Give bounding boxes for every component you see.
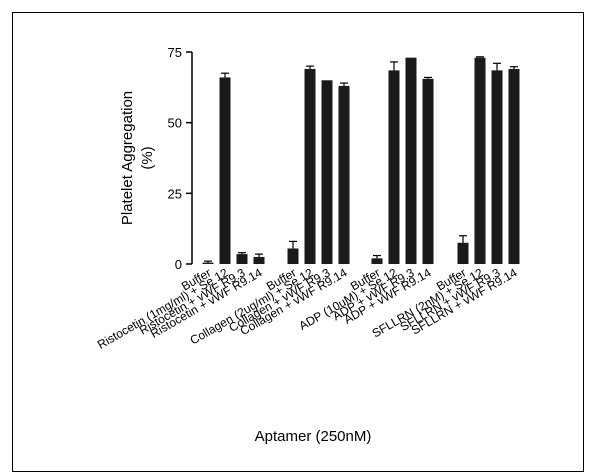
bars	[202, 57, 520, 265]
bar	[321, 80, 333, 265]
y-tick-label: 50	[168, 116, 182, 131]
bar	[219, 77, 231, 264]
y-ticks: 0 25 50 75	[168, 45, 192, 272]
bar	[287, 248, 299, 264]
bar	[491, 70, 503, 264]
y-tick-label: 0	[175, 257, 182, 272]
bar	[304, 68, 316, 265]
bar	[405, 57, 417, 264]
y-tick-label: 75	[168, 45, 182, 60]
y-axis-unit: (%)	[139, 146, 156, 169]
y-axis-label: Platelet Aggregation	[119, 91, 136, 225]
x-axis-label: Aptamer (250nM)	[255, 428, 372, 445]
bar	[388, 70, 400, 264]
bar	[371, 258, 383, 264]
error-bars	[204, 56, 518, 263]
bar	[422, 78, 434, 264]
bar	[457, 242, 469, 264]
bar	[338, 85, 350, 264]
bar	[474, 57, 486, 264]
bar	[202, 262, 214, 264]
bar	[236, 254, 248, 264]
bar	[253, 256, 265, 264]
y-tick-label: 25	[168, 186, 182, 201]
bar	[508, 68, 520, 265]
